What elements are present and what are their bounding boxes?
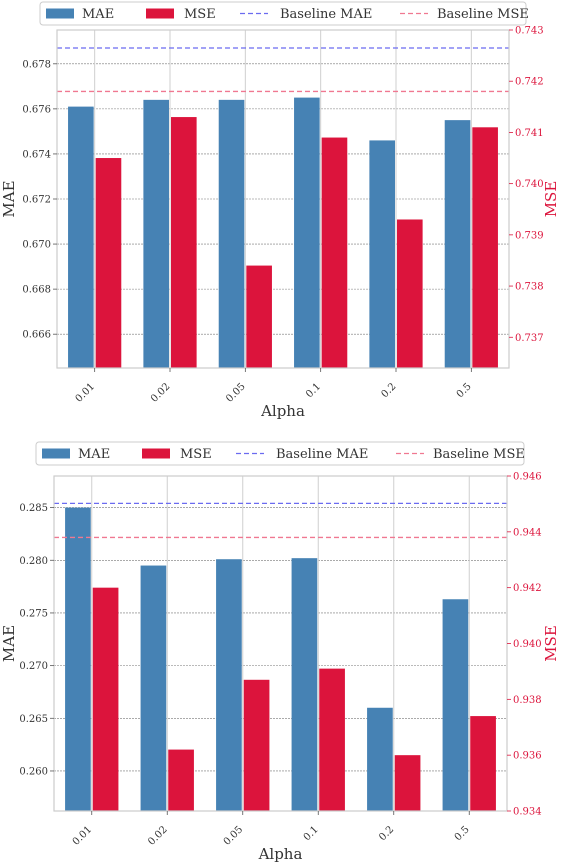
- chart0-legend-label-1: MSE: [184, 7, 216, 22]
- chart1-xtick-label: 0.1: [302, 824, 321, 843]
- chart1-legend-label-2: Baseline MAE: [276, 447, 368, 462]
- chart0-bar-mse-0.2: [397, 219, 423, 368]
- chart0-xtick-label: 0.2: [379, 381, 398, 400]
- chart0-bar-mse-0.02: [171, 117, 197, 368]
- chart0-ytick-right-label: 0.737: [515, 333, 544, 344]
- chart0-ytick-right-label: 0.742: [515, 77, 544, 88]
- chart1-legend-swatch-1: [142, 448, 170, 459]
- chart1-ytick-right-label: 0.942: [513, 583, 542, 594]
- chart1-ytick-right-label: 0.938: [513, 695, 542, 706]
- chart1-bar-mae-0.5: [442, 599, 469, 811]
- chart0-legend-box: [39, 1, 527, 26]
- chart1-plot-frame: [53, 475, 508, 812]
- chart0-ytick-right-label: 0.738: [515, 282, 544, 293]
- chart0-ytick-label: 0.668: [22, 285, 51, 296]
- chart0-xtick-label: 0.01: [74, 381, 98, 405]
- chart0-ytick-label: 0.678: [22, 59, 51, 70]
- chart1-legend-swatch-0: [42, 448, 70, 459]
- chart1-ytick-right-label: 0.936: [513, 751, 542, 762]
- chart0-bar-mae-0.05: [218, 99, 245, 368]
- chart1-legend-label-3: Baseline MSE: [433, 447, 525, 462]
- chart0-bar-mae-0.5: [444, 120, 471, 368]
- chart0-legend-label-0: MAE: [82, 7, 114, 22]
- chart0-legend-label-3: Baseline MSE: [437, 7, 529, 22]
- chart0-bar-mse-0.01: [95, 158, 122, 368]
- chart0-ytick-label: 0.670: [22, 240, 51, 251]
- chart1-ytick-right-label: 0.940: [513, 639, 542, 650]
- chart1-ytick-label: 0.285: [19, 503, 48, 514]
- chart0-bar-mae-0.02: [143, 99, 169, 368]
- chart1-bar-mae-0.1: [291, 558, 318, 811]
- chart0-bar-mae-0.1: [294, 97, 320, 368]
- chart0-legend-swatch-1: [146, 8, 174, 19]
- chart0-legend-label-2: Baseline MAE: [280, 7, 372, 22]
- chart1-bar-mae-0.2: [367, 707, 393, 811]
- chart1-xaxis-label: Alpha: [258, 845, 303, 862]
- chart1-ytick-label: 0.270: [19, 661, 48, 672]
- chart0-ytick-label: 0.674: [22, 149, 51, 160]
- chart1-xtick-label: 0.5: [453, 824, 472, 843]
- chart0-bar-mse-0.1: [321, 137, 348, 368]
- chart1-bar-mse-0.5: [470, 716, 496, 811]
- chart1-xtick-label: 0.05: [222, 824, 246, 848]
- chart1-bar-mae-0.05: [216, 559, 242, 811]
- chart1-bar-mse-0.2: [394, 755, 421, 811]
- chart0-xtick-label: 0.02: [149, 381, 173, 405]
- chart1-bar-mae-0.02: [140, 565, 167, 811]
- chart1-bar-mse-0.05: [243, 679, 270, 811]
- chart0-ytick-right-label: 0.739: [515, 230, 544, 241]
- chart1-ytick-label: 0.275: [19, 608, 48, 619]
- chart0-xaxis-label: Alpha: [260, 402, 305, 420]
- chart0-legend-swatch-0: [46, 8, 74, 19]
- chart1-ytick-right-label: 0.944: [513, 527, 542, 538]
- chart-1-svg: 0.260 0.265 0.270 0.275 0.280 0.285 0.934 0.936…: [0, 441, 560, 862]
- chart1-legend-label-1: MSE: [180, 447, 212, 462]
- chart1-ytick-label: 0.280: [19, 556, 48, 567]
- chart0-ytick-label: 0.676: [22, 104, 51, 115]
- chart0-ytick-right-label: 0.740: [515, 179, 544, 190]
- chart0-ytick-right-label: 0.743: [515, 26, 544, 37]
- chart1-bar-mse-0.02: [168, 749, 194, 811]
- chart0-xtick-label: 0.5: [455, 381, 474, 400]
- chart1-bar-mae-0.01: [65, 507, 91, 811]
- chart0-ytick-label: 0.672: [22, 195, 51, 206]
- chart0-yaxis-right-label: MSE: [542, 181, 560, 218]
- chart1-yaxis-label: MAE: [0, 625, 18, 662]
- chart0-xtick-label: 0.1: [304, 381, 323, 400]
- chart-top: 0.666 0.668 0.670 0.672 0.674 0.676 0.678 0.737…: [0, 0, 562, 430]
- chart1-xtick-label: 0.01: [71, 824, 95, 848]
- chart0-ytick-label: 0.666: [22, 330, 51, 341]
- chart1-xtick-label: 0.2: [377, 824, 396, 843]
- chart0-xtick-label: 0.05: [224, 381, 248, 405]
- chart1-ytick-label: 0.260: [19, 766, 48, 777]
- chart1-legend-box: [35, 441, 525, 466]
- chart0-bar-mse-0.5: [472, 127, 498, 368]
- chart0-bar-mae-0.01: [68, 106, 94, 368]
- chart1-bar-mse-0.1: [319, 668, 345, 811]
- chart1-bar-mse-0.01: [92, 587, 119, 811]
- chart-bottom: 0.260 0.265 0.270 0.275 0.280 0.285 0.934 0.936…: [0, 432, 562, 862]
- chart0-bar-mae-0.2: [369, 140, 395, 368]
- chart1-yaxis-right-label: MSE: [542, 625, 560, 662]
- chart1-xtick-label: 0.02: [146, 824, 170, 848]
- chart0-bar-mse-0.05: [246, 265, 272, 368]
- chart0-ytick-right-label: 0.741: [515, 128, 544, 139]
- chart0-yaxis-label: MAE: [0, 180, 18, 217]
- chart1-legend-label-0: MAE: [78, 447, 110, 462]
- chart1-ytick-label: 0.265: [19, 714, 48, 725]
- chart-0-svg: 0.666 0.668 0.670 0.672 0.674 0.676 0.678 0.737…: [0, 1, 560, 420]
- chart1-ytick-right-label: 0.934: [513, 807, 542, 818]
- chart1-ytick-right-label: 0.946: [513, 472, 542, 483]
